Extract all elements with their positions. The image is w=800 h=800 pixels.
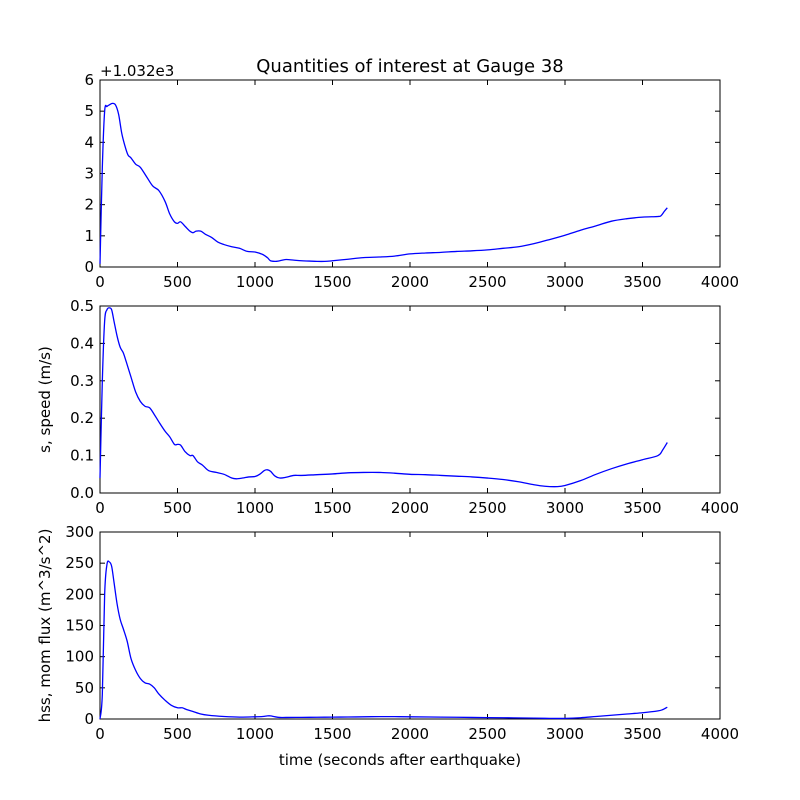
x-tick-label: 4000 (701, 499, 739, 517)
y-tick-label: 0.1 (70, 447, 94, 465)
x-tick-label: 500 (163, 273, 192, 291)
y-tick-label: 6 (84, 71, 94, 89)
y-offset-label: +1.032e3 (100, 62, 174, 80)
y-tick-label: 100 (65, 648, 94, 666)
x-tick-label: 0 (95, 725, 105, 743)
x-tick-label: 500 (163, 725, 192, 743)
x-tick-label: 0 (95, 499, 105, 517)
x-axis-label: time (seconds after earthquake) (279, 751, 521, 769)
y-tick-label: 3 (84, 165, 94, 183)
x-tick-label: 1500 (313, 273, 351, 291)
y-axis-label: hss, mom flux (m^3/s^2) (36, 529, 54, 723)
series-line-3 (99, 560, 668, 720)
x-tick-label: 3500 (623, 273, 661, 291)
y-axis-label: s, speed (m/s) (36, 346, 54, 453)
x-tick-label: 2000 (391, 499, 429, 517)
x-tick-label: 4000 (701, 725, 739, 743)
x-tick-label: 500 (163, 499, 192, 517)
y-tick-label: 300 (65, 523, 94, 541)
series-line-2 (99, 307, 668, 488)
x-tick-label: 3500 (623, 499, 661, 517)
y-tick-label: 1 (84, 227, 94, 245)
y-tick-label: 0 (84, 710, 94, 728)
y-tick-label: 0 (84, 258, 94, 276)
y-tick-label: 0.2 (70, 409, 94, 427)
x-tick-label: 2000 (391, 725, 429, 743)
x-tick-label: 1000 (236, 273, 274, 291)
y-tick-label: 150 (65, 617, 94, 635)
subplot-3: 0 500 1000 1500 2000 2500 3000 3500 4000 0 50 100 15… (36, 523, 739, 769)
y-tick-label: 50 (75, 679, 94, 697)
subplot-2: 0 500 1000 1500 2000 2500 3000 3500 4000 0.0 0.1 0.… (36, 297, 739, 517)
y-tick-label: 0.3 (70, 372, 94, 390)
x-tick-label: 0 (95, 273, 105, 291)
y-tick-label: 200 (65, 585, 94, 603)
x-tick-label: 2500 (468, 273, 506, 291)
x-tick-label: 1500 (313, 725, 351, 743)
x-tick-label: 3500 (623, 725, 661, 743)
x-tick-label: 2500 (468, 499, 506, 517)
x-tick-label: 3000 (546, 725, 584, 743)
y-tick-label: 250 (65, 554, 94, 572)
x-tick-label: 1500 (313, 499, 351, 517)
x-tick-label: 1000 (236, 725, 274, 743)
figure-title: Quantities of interest at Gauge 38 (256, 56, 563, 77)
y-tick-label: 4 (84, 133, 94, 151)
y-tick-label: 5 (84, 102, 94, 120)
series-line-1 (99, 102, 668, 264)
x-tick-label: 1000 (236, 499, 274, 517)
y-tick-label: 0.4 (70, 334, 94, 352)
x-tick-label: 4000 (701, 273, 739, 291)
y-tick-label: 0.5 (70, 297, 94, 315)
x-tick-label: 2000 (391, 273, 429, 291)
x-tick-label: 2500 (468, 725, 506, 743)
x-tick-label: 3000 (546, 273, 584, 291)
y-tick-label: 0.0 (70, 484, 94, 502)
y-tick-label: 2 (84, 196, 94, 214)
x-tick-label: 3000 (546, 499, 584, 517)
subplot-1: 0 500 1000 1500 2000 2500 3000 3500 4000 0 1 2 3 4 5 6 +… (84, 62, 739, 291)
